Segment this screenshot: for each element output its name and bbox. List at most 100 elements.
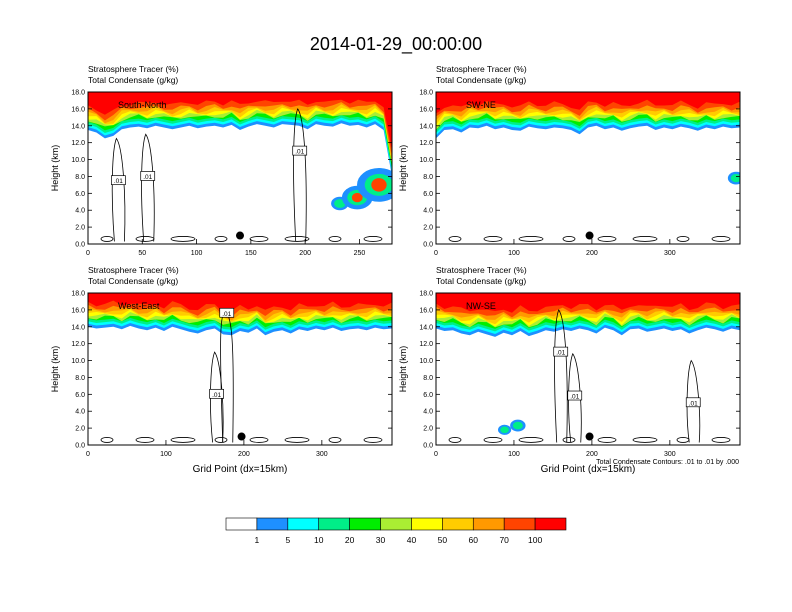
tracer-band-9 — [88, 92, 392, 157]
cross-section-label: SW-NE — [466, 100, 496, 110]
contour-label-box — [111, 175, 126, 186]
colorbar-swatch — [256, 517, 289, 531]
x-tick-label: 100 — [508, 451, 520, 458]
contour-label: .01 — [143, 174, 152, 181]
main-title: 2014-01-29_00:00:00 — [310, 34, 482, 55]
y-tick-label: 10.0 — [419, 358, 433, 365]
condensate-contour — [293, 108, 307, 242]
location-marker — [585, 432, 594, 441]
y-tick-label: 0.0 — [75, 443, 85, 450]
condensate-contours — [448, 309, 731, 443]
panel-4: Stratosphere Tracer (%)Total Condensate … — [398, 265, 741, 475]
condensate-cell — [562, 437, 576, 443]
condensate-cell — [562, 236, 576, 242]
y-tick-label: 4.0 — [423, 409, 433, 416]
condensate-cell — [483, 236, 503, 242]
panel-title-line: Total Condensate (g/kg) — [436, 75, 526, 85]
panel-1: Stratosphere Tracer (%)Total Condensate … — [50, 64, 393, 257]
y-tick-label: 6.0 — [75, 392, 85, 399]
x-tick-label: 300 — [664, 451, 676, 458]
colorbar-label: 40 — [407, 535, 417, 545]
location-marker — [237, 432, 246, 441]
colorbar-swatch — [318, 517, 350, 531]
colorbar-swatch — [287, 517, 320, 531]
y-tick-label: 16.0 — [71, 106, 85, 113]
contour-label: .01 — [689, 400, 698, 407]
y-tick-label: 12.0 — [419, 341, 433, 348]
tracer-plume-core — [500, 426, 509, 434]
contour-label-box — [553, 346, 569, 357]
y-tick-label: 18.0 — [71, 291, 85, 298]
panel-title-line: Stratosphere Tracer (%) — [436, 64, 527, 74]
panel-title-line: Total Condensate (g/kg) — [88, 75, 178, 85]
contour-label-box — [685, 397, 701, 408]
y-tick-label: 2.0 — [423, 225, 433, 232]
condensate-cell — [518, 437, 544, 443]
colorbar-label: 5 — [285, 535, 290, 545]
y-axis-label: Height (km) — [50, 346, 60, 393]
condensate-cell — [214, 437, 228, 443]
y-tick-label: 8.0 — [423, 174, 433, 181]
colorbar-label: 10 — [314, 535, 324, 545]
colorbar-label: 70 — [499, 535, 509, 545]
condensate-cell — [363, 236, 383, 242]
contour-label: .01 — [114, 178, 123, 185]
condensate-cell — [483, 437, 503, 443]
contour-label: .01 — [570, 394, 579, 401]
condensate-cell — [249, 236, 269, 242]
condensate-cell — [518, 236, 544, 242]
condensate-contour — [686, 359, 701, 443]
x-tick-label: 200 — [299, 250, 311, 257]
condensate-cell — [632, 236, 658, 242]
condensate-contour — [141, 133, 155, 242]
tracer-band-10 — [88, 92, 392, 151]
condensate-cell — [328, 236, 342, 242]
condensate-contours — [448, 236, 731, 242]
tracer-band-10 — [436, 92, 740, 114]
colorbar-swatch — [225, 517, 258, 531]
condensate-cell — [135, 437, 155, 443]
tracer-field — [436, 293, 740, 443]
y-tick-label: 14.0 — [419, 123, 433, 130]
cross-section-label: South-North — [118, 100, 167, 110]
condensate-cell — [597, 236, 617, 242]
contour-label-box — [219, 307, 235, 318]
y-tick-label: 12.0 — [71, 341, 85, 348]
y-tick-label: 4.0 — [75, 409, 85, 416]
condensate-cell — [632, 437, 658, 443]
y-tick-label: 6.0 — [423, 392, 433, 399]
x-tick-label: 0 — [434, 250, 438, 257]
panel-title-line: Stratosphere Tracer (%) — [88, 265, 179, 275]
x-tick-label: 300 — [316, 451, 328, 458]
panel-title-line: Total Condensate (g/kg) — [88, 276, 178, 286]
cross-section-label: West-East — [118, 301, 160, 311]
panel-3: Stratosphere Tracer (%)Total Condensate … — [50, 265, 393, 475]
colorbar-label: 50 — [438, 535, 448, 545]
condensate-cell — [328, 437, 342, 443]
colorbar-label: 1 — [255, 535, 260, 545]
contour-label: .01 — [295, 149, 304, 156]
location-marker — [236, 231, 244, 240]
contour-label-box — [209, 388, 224, 399]
x-axis-label: Grid Point (dx=15km) — [541, 464, 636, 475]
tracer-field — [88, 92, 392, 242]
colorbar-label: 60 — [469, 535, 479, 545]
contour-label: .01 — [222, 311, 231, 318]
y-tick-label: 18.0 — [419, 90, 433, 97]
colorbar-swatch — [411, 517, 443, 531]
y-axis-label: Height (km) — [398, 346, 408, 393]
x-axis-label: Grid Point (dx=15km) — [193, 464, 288, 475]
y-tick-label: 4.0 — [75, 208, 85, 215]
x-tick-label: 100 — [508, 250, 520, 257]
condensate-cell — [363, 437, 383, 443]
contour-label-box — [140, 171, 156, 181]
y-tick-label: 8.0 — [423, 375, 433, 382]
y-tick-label: 6.0 — [423, 191, 433, 198]
y-tick-label: 14.0 — [71, 123, 85, 130]
tracer-field — [88, 293, 392, 443]
y-tick-label: 10.0 — [71, 157, 85, 164]
condensate-cell — [448, 437, 462, 443]
panel-2: Stratosphere Tracer (%)Total Condensate … — [398, 64, 741, 257]
x-tick-label: 200 — [586, 451, 598, 458]
colorbar-swatch — [534, 517, 567, 531]
